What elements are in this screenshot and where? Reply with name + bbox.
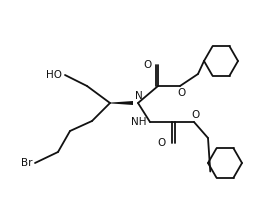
Text: O: O [191,110,199,120]
Text: N: N [135,91,143,101]
Text: O: O [144,60,152,70]
Polygon shape [110,101,133,105]
Text: Br: Br [21,158,32,168]
Text: O: O [158,138,166,148]
Text: HO: HO [46,70,62,80]
Text: NH: NH [130,117,146,127]
Text: O: O [177,88,185,98]
